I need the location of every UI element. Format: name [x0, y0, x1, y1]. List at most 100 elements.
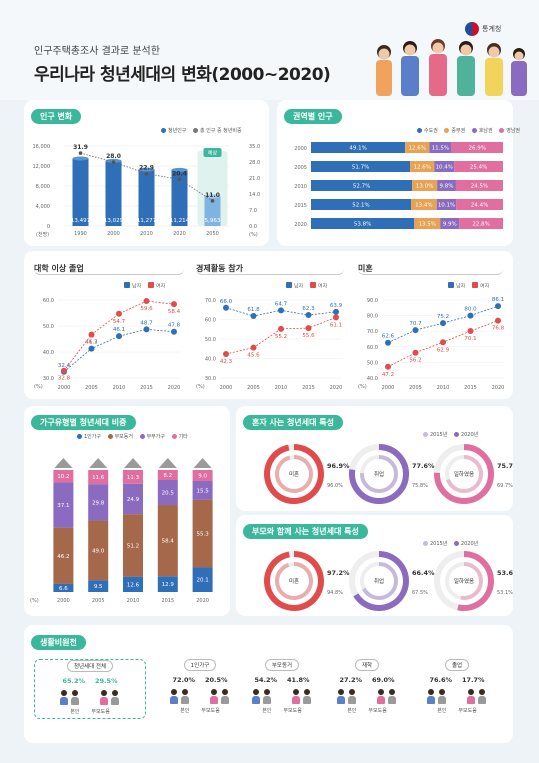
marker-여자: [333, 314, 339, 321]
page-subtitle: 인구주택총조사 결과로 분석한: [34, 46, 160, 57]
parents-share: 29.5%: [95, 677, 118, 685]
ring-2015: [362, 562, 398, 600]
self-share: 72.0%: [172, 676, 195, 684]
legend-male: 남자: [132, 283, 142, 290]
living-tags: 본인 부모도움: [35, 708, 145, 715]
segment-label: 24.5%: [471, 184, 488, 190]
parent-person-icon: [208, 688, 232, 706]
x-tick: 2015: [161, 598, 174, 604]
x-tick: 2010: [113, 385, 126, 391]
ring-2020: [434, 444, 494, 504]
segment-수도권: [311, 199, 412, 210]
segment-1인가구: [88, 580, 109, 592]
legend-central: 중부권: [451, 128, 466, 134]
share-label: 20.4: [172, 170, 187, 177]
segment-수도권: [311, 180, 413, 191]
segment-label: 58.4: [162, 539, 175, 545]
x-tick: 2005: [92, 598, 105, 604]
y-tick: 50.0: [367, 360, 378, 366]
y-tick-left: 8,000: [36, 184, 50, 190]
bar-label: 13,029: [104, 218, 124, 224]
living-tag: 부모도움: [458, 708, 477, 714]
ring-label: 취업: [374, 470, 384, 478]
segment-1인가구: [123, 576, 143, 592]
y-tick: 40.0: [43, 350, 54, 356]
segment-중부권: [410, 161, 435, 172]
segment-label: 9.0: [198, 473, 207, 479]
parents-title: 부모와 함께 사는 청년세대 특성: [243, 524, 368, 539]
segment-label: 51.2: [127, 543, 139, 549]
segment-부부가구: [53, 482, 74, 528]
x-tick: 2005: [409, 385, 422, 391]
data-label: 46.1: [113, 327, 125, 333]
segment-수도권: [311, 161, 411, 172]
ring-label: 미혼: [289, 577, 299, 585]
ring-label: 미혼: [289, 470, 299, 478]
org-logo: 통계청: [465, 22, 501, 36]
living-block: 졸업 76.6% 17.7% 본인 부모도움: [412, 659, 502, 714]
bar-label: 11,214: [170, 218, 190, 224]
house-roof-icon: [54, 458, 73, 468]
data-label: 80.0: [464, 307, 477, 313]
segment-기타: [157, 470, 178, 481]
segment-부부가구: [157, 480, 178, 506]
legend-female: 여자: [318, 283, 328, 290]
legend-single: 1인가구: [84, 434, 101, 440]
legend-male-icon: [124, 282, 130, 288]
segment-label: 13.0%: [416, 184, 433, 190]
segment-label: 53.8%: [354, 222, 371, 228]
house-roof-icon: [158, 458, 177, 468]
y-tick-right: 28.0: [249, 160, 260, 166]
college-title: 대학 이상 졸업: [34, 263, 184, 275]
living-values: 27.2% 69.0%: [327, 676, 407, 684]
segment-label: 49.1%: [349, 146, 366, 152]
self-share: 65.2%: [62, 677, 85, 685]
segment-label: 52.7%: [353, 184, 370, 190]
self-share: 76.6%: [429, 676, 452, 684]
segment-label: 49.0: [92, 548, 105, 554]
living-tag: 본인: [70, 709, 80, 715]
unit-label: (%): [196, 384, 205, 390]
marker-여자: [412, 349, 419, 356]
ring-2015: [460, 562, 483, 600]
legend-2015-b: 2015년: [430, 541, 448, 547]
value-2020: 75.7%: [497, 462, 513, 470]
ring-2020: [349, 444, 409, 504]
legend-female-icon: [472, 282, 478, 288]
person-3: [429, 39, 447, 96]
value-2020: 53.6%: [497, 569, 513, 577]
x-tick: 2005: [247, 385, 260, 391]
share-label: 28.0: [106, 153, 121, 160]
living-group-label: 부모동거: [264, 659, 300, 671]
segment-기타: [53, 470, 74, 483]
ring-label: 일하였음: [454, 470, 474, 478]
household-legend: 1인가구 부모동거 부부가구 기타: [72, 433, 188, 440]
segment-수도권: [311, 218, 415, 229]
header-background: [0, 0, 539, 100]
segment-label: 25.4%: [470, 165, 487, 171]
segment-부부가구: [88, 484, 109, 521]
living-tag: 부모도움: [91, 709, 110, 715]
x-tick: 2020: [330, 385, 343, 391]
data-label: 56.2: [409, 358, 421, 364]
legend-2020: 2020년: [460, 432, 479, 438]
marker-남자: [412, 327, 419, 334]
data-label: 45.6: [247, 353, 260, 359]
segment-label: 12.6%: [409, 146, 426, 152]
person-4: [457, 41, 475, 96]
ring-2020: [353, 551, 409, 611]
population-title: 인구 변화: [31, 109, 82, 124]
data-label: 48.7: [140, 320, 153, 326]
marker-여자: [495, 317, 501, 324]
person-6: [511, 48, 527, 96]
segment-label: 22.8%: [472, 222, 489, 228]
bar-label: 11,277: [137, 218, 157, 224]
bar-cap: [204, 194, 221, 199]
living-block: 1인가구 72.0% 20.5% 본인 부모도움: [160, 659, 240, 714]
segment-호남권: [436, 199, 457, 210]
x-tick: 2000: [220, 385, 233, 391]
unit-left: (천명): [36, 231, 49, 238]
segment-부모동거: [88, 520, 109, 581]
segment-label: 46.2: [57, 554, 69, 560]
living-title: 생활비원천: [31, 635, 86, 650]
